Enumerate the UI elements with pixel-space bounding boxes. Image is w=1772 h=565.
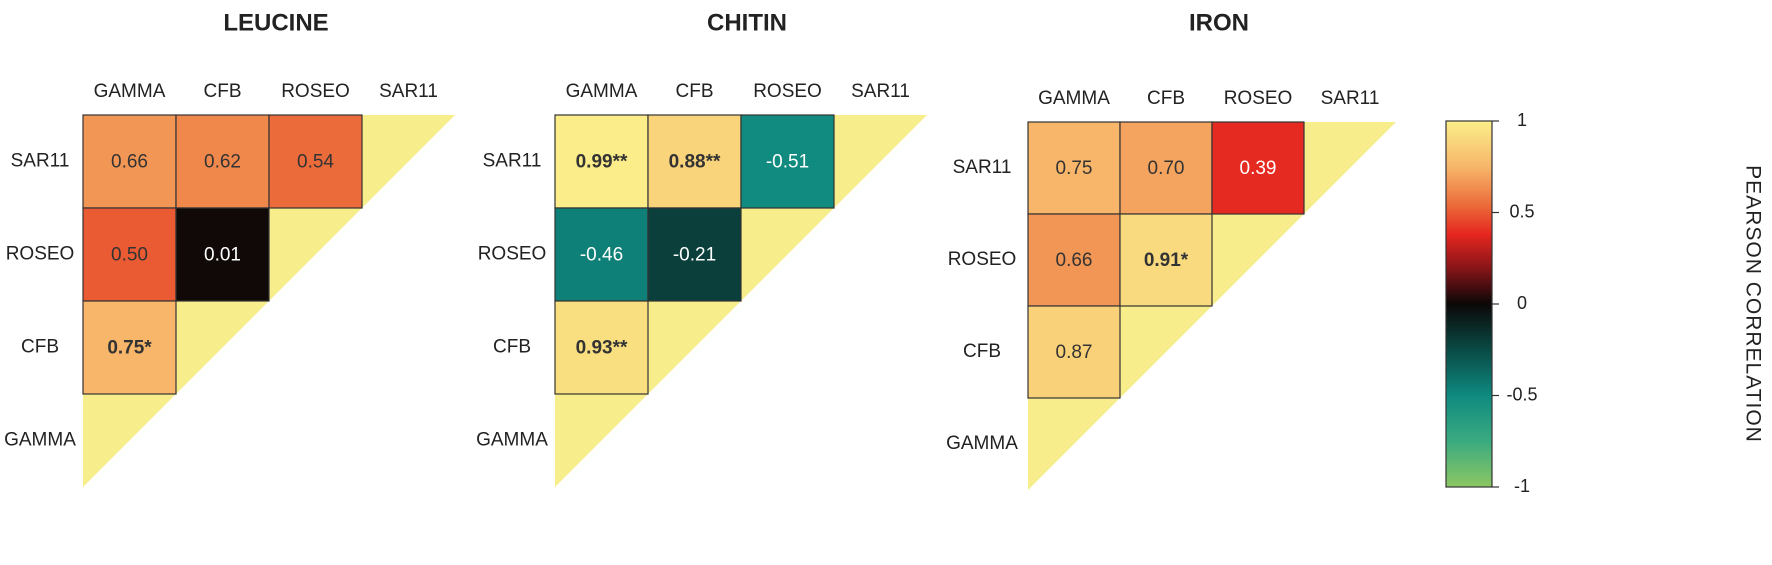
cell-value-label: -0.51 xyxy=(766,152,809,173)
column-label: CFB xyxy=(204,81,242,102)
heatmap-cell xyxy=(554,300,649,395)
cell-value-label: 0.88** xyxy=(669,152,721,173)
cell-value-label: -0.46 xyxy=(580,245,623,266)
row-label: ROSEO xyxy=(948,249,1017,270)
cell-value-label: 0.66 xyxy=(1056,250,1093,271)
column-label: SAR11 xyxy=(379,81,438,102)
cell-value-label: 0.62 xyxy=(204,152,241,173)
cell-value-label: 0.75* xyxy=(107,338,152,359)
heatmap-cell xyxy=(268,114,363,209)
panel-title: LEUCINE xyxy=(223,9,328,36)
heatmap-panel-chitin: CHITIN 0.99** 0.88** -0.51 -0.46 -0.21 0.93** G… xyxy=(476,9,927,487)
heatmap-panel-iron: IRON 0.75 0.70 0.39 0.66 0.91* 0.87 GAMMA CFB ROS… xyxy=(946,9,1396,490)
row-label: GAMMA xyxy=(4,430,76,451)
heatmap-cell xyxy=(175,114,270,209)
cell-value-label: 0.87 xyxy=(1056,342,1093,363)
row-label: GAMMA xyxy=(476,430,548,451)
heatmap-panel-leucine: LEUCINE 0.66 0.62 0.54 0.50 0.01 0.75* GAMMA CFB… xyxy=(4,9,455,487)
cell-value-label: 0.01 xyxy=(204,245,241,266)
cell-value-label: 0.99** xyxy=(576,152,628,173)
colorbar-gradient xyxy=(1445,120,1493,488)
column-label: SAR11 xyxy=(1321,88,1380,109)
heatmap-cell xyxy=(1119,213,1213,307)
heatmap-cell xyxy=(554,207,649,302)
heatmap-cell xyxy=(554,114,649,209)
heatmap-cell xyxy=(1119,121,1213,215)
column-label: GAMMA xyxy=(566,81,638,102)
colorbar-tick-label: -1 xyxy=(1514,476,1530,496)
heatmap-cell xyxy=(647,207,742,302)
cell-value-label: 0.70 xyxy=(1148,158,1185,179)
column-label: CFB xyxy=(1147,88,1185,109)
colorbar-title: PEARSON CORRELATION xyxy=(1741,165,1764,443)
heatmap-panels: LEUCINE 0.66 0.62 0.54 0.50 0.01 0.75* GAMMA CFB… xyxy=(4,9,1396,490)
heatmap-cell xyxy=(1027,213,1121,307)
cell-value-label: 0.50 xyxy=(111,245,148,266)
row-label: CFB xyxy=(21,337,59,358)
colorbar-ticks: 1 0.5 0 -0.5 -1 xyxy=(1492,110,1538,496)
cell-value-label: 0.54 xyxy=(297,152,334,173)
heatmap-cell xyxy=(740,114,835,209)
column-label: ROSEO xyxy=(281,81,350,102)
column-label: GAMMA xyxy=(94,81,166,102)
cell-value-label: 0.66 xyxy=(111,152,148,173)
column-label: ROSEO xyxy=(1224,88,1293,109)
column-label: GAMMA xyxy=(1038,88,1110,109)
row-label: SAR11 xyxy=(11,151,70,172)
cell-value-label: 0.39 xyxy=(1240,158,1277,179)
row-label: CFB xyxy=(493,337,531,358)
cell-value-label: 0.75 xyxy=(1056,158,1093,179)
column-label: CFB xyxy=(676,81,714,102)
heatmap-cell xyxy=(175,207,270,302)
colorbar-tick-label: 0 xyxy=(1517,293,1527,313)
panel-title: IRON xyxy=(1189,9,1249,36)
column-label: ROSEO xyxy=(753,81,822,102)
colorbar-tick-label: 0.5 xyxy=(1509,201,1534,221)
heatmap-cell xyxy=(1027,121,1121,215)
row-label: SAR11 xyxy=(483,151,542,172)
cell-value-label: -0.21 xyxy=(673,245,716,266)
row-label: CFB xyxy=(963,341,1001,362)
heatmap-cell xyxy=(1211,121,1305,215)
colorbar-tick-label: -0.5 xyxy=(1506,384,1537,404)
heatmap-cell xyxy=(1027,305,1121,399)
row-label: ROSEO xyxy=(6,244,75,265)
row-label: GAMMA xyxy=(946,433,1018,454)
colorbar-tick-label: 1 xyxy=(1517,110,1527,130)
panel-title: CHITIN xyxy=(707,9,787,36)
colorbar: 1 0.5 0 -0.5 -1 PEARSON CORRELATION xyxy=(1445,110,1764,496)
row-label: SAR11 xyxy=(953,157,1012,178)
heatmap-cell xyxy=(82,300,177,395)
row-label: ROSEO xyxy=(478,244,547,265)
column-label: SAR11 xyxy=(851,81,910,102)
cell-value-label: 0.91* xyxy=(1144,250,1189,271)
cell-value-label: 0.93** xyxy=(576,338,628,359)
